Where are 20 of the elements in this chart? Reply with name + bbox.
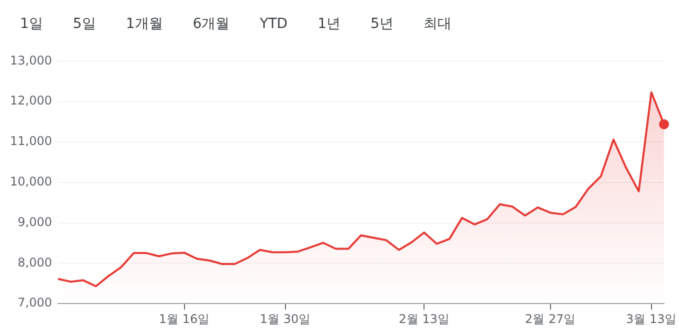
x-tick-label: 1월 16일 [158,312,210,326]
text: YTD [260,16,288,32]
y-tick-label: 7,000 [18,296,52,310]
y-tick-label: 12,000 [10,94,52,108]
x-tick-label: 2월 13일 [398,312,450,326]
y-tick-label: 10,000 [10,174,52,189]
text: 5일 [72,15,96,33]
text: 최대 [423,15,452,33]
text: 1일 [20,15,43,33]
y-tick-label: 13,000 [10,53,52,68]
text: 1개월 [126,15,163,33]
text: 1년 [318,15,340,33]
y-tick-label: 11,000 [10,134,52,148]
x-tick-label: 1월 30일 [260,312,311,326]
x-tick-label: 3월 13일 [626,312,677,326]
text: 6개월 [192,15,230,33]
y-tick-label: 8,000 [18,255,52,270]
text: 5년 [370,15,394,33]
y-tick-label: 9,000 [18,214,52,229]
x-tick-label: 2월 27일 [525,312,576,326]
